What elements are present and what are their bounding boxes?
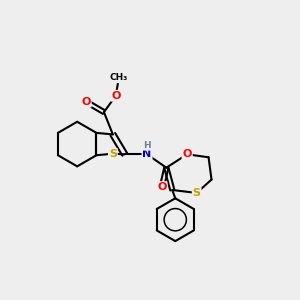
Text: O: O bbox=[111, 91, 121, 101]
Text: N: N bbox=[142, 149, 152, 159]
Text: O: O bbox=[157, 182, 167, 192]
Text: S: S bbox=[109, 149, 117, 159]
Text: O: O bbox=[182, 149, 192, 159]
Text: S: S bbox=[193, 188, 201, 198]
Text: H: H bbox=[143, 141, 151, 150]
Text: CH₃: CH₃ bbox=[110, 74, 128, 82]
Text: O: O bbox=[81, 97, 91, 107]
